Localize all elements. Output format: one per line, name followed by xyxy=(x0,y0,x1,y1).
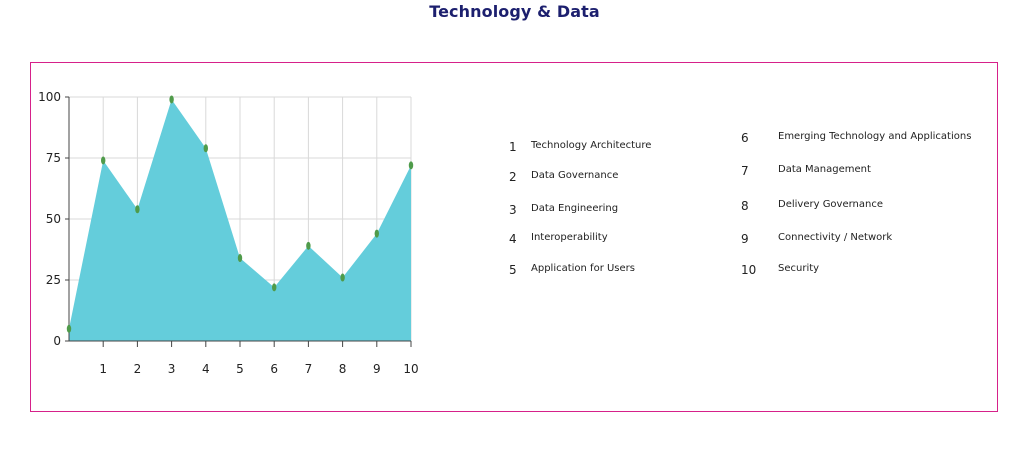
x-tick-label: 10 xyxy=(403,362,418,376)
x-tick-label: 2 xyxy=(134,362,142,376)
legend-number: 1 xyxy=(509,140,517,154)
x-tick-label: 9 xyxy=(373,362,381,376)
data-point xyxy=(66,324,72,333)
x-tick-label: 6 xyxy=(270,362,278,376)
y-tick-label: 25 xyxy=(46,273,61,287)
legend-label: Technology Architecture xyxy=(531,140,652,151)
legend-label: Application for Users xyxy=(531,263,635,274)
legend-number: 9 xyxy=(741,232,749,246)
legend-number: 6 xyxy=(741,131,749,145)
data-point xyxy=(374,229,379,238)
legend-number: 4 xyxy=(509,232,517,246)
y-tick-label: 0 xyxy=(53,334,61,348)
legend-number: 5 xyxy=(509,263,517,277)
area-series xyxy=(69,99,411,341)
x-tick-label: 3 xyxy=(168,362,176,376)
legend-label: Data Management xyxy=(778,164,871,175)
x-tick-label: 4 xyxy=(202,362,210,376)
y-tick-label: 50 xyxy=(46,212,61,226)
area-chart: 0 25 50 75 100 1 2 3 4 5 6 7 8 9 10 xyxy=(38,90,419,376)
x-tick-label: 5 xyxy=(236,362,244,376)
legend-label: Data Governance xyxy=(531,170,619,181)
legend-label: Delivery Governance xyxy=(778,199,884,210)
y-tick-label: 75 xyxy=(46,151,61,165)
y-tick-label: 100 xyxy=(38,90,61,104)
x-tick-label: 8 xyxy=(339,362,347,376)
legend-label: Interoperability xyxy=(531,232,608,243)
legend-number: 7 xyxy=(741,164,749,178)
legend-number: 3 xyxy=(509,203,517,217)
legend-number: 2 xyxy=(509,170,517,184)
legend-label: Security xyxy=(778,263,820,274)
data-point xyxy=(340,273,345,282)
x-tick-label: 7 xyxy=(305,362,313,376)
data-point xyxy=(272,283,277,292)
page-title: Technology & Data xyxy=(429,2,600,21)
data-point xyxy=(101,156,106,165)
data-point xyxy=(237,254,243,263)
legend-label: Data Engineering xyxy=(531,203,619,214)
data-point xyxy=(203,144,208,153)
data-point xyxy=(408,161,414,170)
data-point xyxy=(306,241,311,250)
data-point xyxy=(169,95,174,104)
x-tick-label: 1 xyxy=(99,362,107,376)
legend-label: Emerging Technology and Applications xyxy=(778,131,972,142)
legend-label: Connectivity / Network xyxy=(778,232,893,243)
legend-number: 8 xyxy=(741,199,749,213)
legend-number: 10 xyxy=(741,263,757,277)
data-point xyxy=(135,205,140,214)
chart-panel: 0 25 50 75 100 1 2 3 4 5 6 7 8 9 10 1 Technology Archit… xyxy=(30,62,998,412)
